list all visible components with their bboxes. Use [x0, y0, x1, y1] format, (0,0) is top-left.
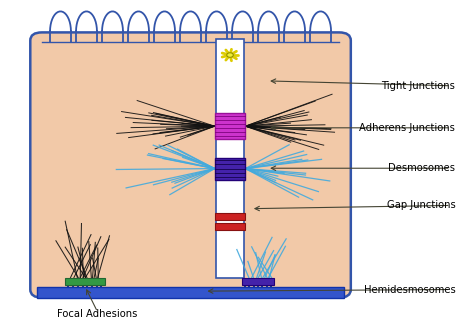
Text: Focal Adhesions: Focal Adhesions	[57, 309, 138, 319]
Bar	[215, 222, 245, 230]
Bar	[242, 278, 274, 285]
Text: Tight Junctions: Tight Junctions	[382, 81, 456, 91]
Circle shape	[227, 53, 233, 57]
Bar	[215, 157, 246, 180]
Text: Gap Junctions: Gap Junctions	[387, 200, 456, 211]
Bar	[215, 113, 246, 139]
Text: Hemidesmosomes: Hemidesmosomes	[364, 284, 456, 294]
Bar	[65, 278, 105, 285]
Text: Adherens Junctions: Adherens Junctions	[359, 123, 456, 133]
Text: Desmosomes: Desmosomes	[388, 163, 456, 173]
Bar	[215, 213, 245, 220]
Bar	[216, 39, 244, 278]
FancyBboxPatch shape	[30, 32, 351, 298]
Bar	[37, 287, 344, 298]
